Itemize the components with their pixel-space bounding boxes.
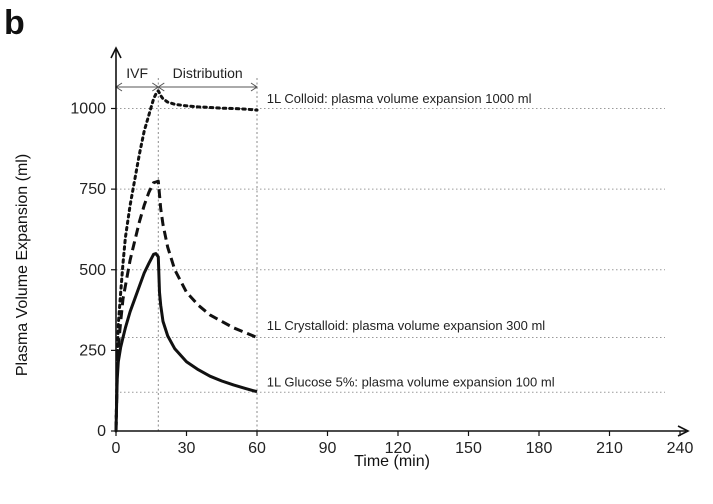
series-line-1l-colloid	[114, 89, 259, 433]
phase-arrow-head-right	[250, 82, 258, 92]
x-tick-label: 180	[526, 440, 553, 457]
y-tick-label: 500	[79, 262, 106, 279]
x-tick-label: 60	[248, 440, 266, 457]
series-annotation: 1L Crystalloid: plasma volume expansion …	[267, 318, 546, 333]
phase-label: Distribution	[173, 65, 243, 81]
series-line-1l-glucose-5	[114, 252, 258, 432]
panel-label: b	[4, 4, 25, 42]
series-annotation: 1L Glucose 5%: plasma volume expansion 1…	[267, 375, 555, 390]
x-tick-label: 210	[596, 440, 623, 457]
y-tick-label: 0	[97, 423, 106, 440]
series-line-1l-crystalloid	[114, 179, 258, 432]
x-tick-label: 240	[667, 440, 694, 457]
annotations: 1L Colloid: plasma volume expansion 1000…	[267, 91, 555, 390]
y-tick-label: 1000	[70, 101, 106, 118]
y-tick-label: 250	[79, 342, 106, 359]
series-group	[114, 89, 259, 433]
phase-brackets: IVF Distribution	[115, 65, 258, 92]
phase-label: IVF	[126, 65, 148, 81]
x-axis-title: Time (min)	[354, 453, 430, 470]
axes	[110, 46, 690, 437]
y-axis-arrow	[110, 46, 122, 59]
series-annotation: 1L Colloid: plasma volume expansion 1000…	[267, 91, 532, 106]
x-axis-arrow	[677, 425, 690, 437]
y-axis-title: Plasma Volume Expansion (ml)	[14, 154, 31, 376]
phase-arrow-head-left	[157, 82, 165, 92]
y-tick-label: 750	[79, 181, 106, 198]
x-tick-label: 30	[178, 440, 196, 457]
x-tick-label: 0	[112, 440, 121, 457]
x-tick-label: 150	[455, 440, 482, 457]
x-tick-label: 90	[319, 440, 337, 457]
ticks: 0 30 60 90 120 150 180 210 240 0 250 500 750 1000	[70, 101, 693, 458]
x-tick-label: 120	[385, 440, 412, 457]
